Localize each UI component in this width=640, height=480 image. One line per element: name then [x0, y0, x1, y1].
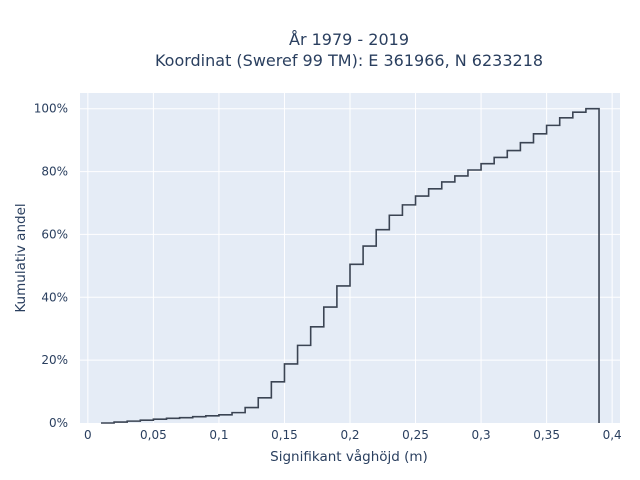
x-tick-label: 0,2	[340, 428, 359, 442]
y-tick-label: 40%	[41, 290, 68, 304]
y-tick-label: 80%	[41, 165, 68, 179]
chart-subtitle: Koordinat (Sweref 99 TM): E 361966, N 62…	[155, 51, 543, 70]
x-tick-label: 0,35	[533, 428, 560, 442]
y-gridlines	[80, 108, 620, 361]
x-tick-label: 0,1	[209, 428, 228, 442]
x-tick-label: 0,05	[140, 428, 167, 442]
x-tick-label: 0,25	[402, 428, 429, 442]
x-tick-label: 0	[84, 428, 92, 442]
y-tick-label: 60%	[41, 227, 68, 241]
x-tick-label: 0,3	[472, 428, 491, 442]
x-gridlines	[87, 93, 613, 423]
x-axis-ticks: 0 0,05 0,1 0,15 0,2 0,25 0,3 0,35 0,4	[84, 428, 622, 442]
chart-title: År 1979 - 2019	[289, 30, 409, 49]
x-axis-title: Signifikant våghöjd (m)	[270, 448, 428, 465]
y-tick-label: 20%	[41, 353, 68, 367]
cumulative-step-line	[100, 107, 600, 424]
y-tick-label: 100%	[34, 102, 68, 116]
x-tick-label: 0,4	[603, 428, 622, 442]
y-tick-label: 0%	[49, 416, 68, 430]
y-axis-ticks: 0% 20% 40% 60% 80% 100%	[34, 102, 68, 430]
series-layer	[100, 107, 600, 424]
x-tick-label: 0,15	[271, 428, 298, 442]
y-axis-title: Kumulativ andel	[13, 203, 29, 312]
